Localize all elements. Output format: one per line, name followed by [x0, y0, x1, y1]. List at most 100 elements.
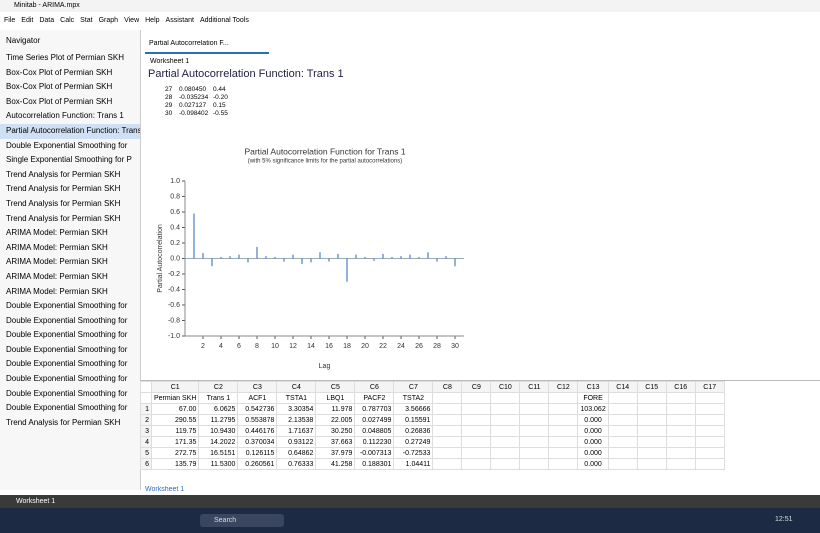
- menu-item[interactable]: Stat: [80, 17, 93, 24]
- x-tick-label: 16: [325, 343, 333, 350]
- pacf-bar: [310, 258, 312, 263]
- worksheet-cell: [607, 436, 638, 448]
- worksheet-cell: 2.13538: [276, 414, 317, 426]
- column-header: C16: [665, 381, 696, 393]
- navigator-item[interactable]: Double Exponential Smoothing for: [6, 403, 128, 413]
- column-name: Trans 1: [198, 392, 239, 404]
- navigator-item[interactable]: Double Exponential Smoothing for: [6, 388, 128, 398]
- worksheet-cell: [548, 447, 579, 459]
- pacf-bar: [202, 253, 204, 259]
- worksheet-cell: [548, 436, 579, 448]
- column-header: C10: [490, 381, 521, 393]
- worksheet-cell: 0.542736: [237, 403, 278, 415]
- worksheet-cell: [694, 414, 725, 426]
- menu-item[interactable]: Assistant: [165, 17, 194, 24]
- worksheet-cell: 10.9430: [198, 425, 239, 437]
- pacf-bar: [229, 256, 231, 259]
- y-tick-label: -1.0: [168, 333, 180, 340]
- navigator-item[interactable]: Double Exponential Smoothing for: [6, 374, 128, 384]
- x-tick-label: 26: [415, 343, 423, 350]
- window-title: Minitab - ARIMA.mpx: [14, 2, 80, 9]
- worksheet-cell: [548, 414, 579, 426]
- navigator-item[interactable]: Partial Autocorrelation Function: Trans …: [0, 123, 140, 139]
- menu-item[interactable]: Graph: [98, 17, 119, 24]
- output-cell: 30: [165, 110, 173, 117]
- worksheet-cell: [548, 425, 579, 437]
- navigator-item[interactable]: Trend Analysis for Permian SKH: [6, 213, 121, 223]
- menu-item[interactable]: Help: [145, 17, 160, 24]
- worksheet-cell: [432, 414, 463, 426]
- row-number: 3: [140, 425, 152, 437]
- worksheet-cell: [665, 403, 696, 415]
- worksheet-cell: [461, 403, 492, 415]
- navigator-item[interactable]: Box-Cox Plot of Permian SKH: [6, 82, 113, 92]
- navigator-item[interactable]: ARIMA Model: Permian SKH: [6, 242, 108, 252]
- worksheet-cell: [490, 425, 521, 437]
- navigator-item[interactable]: Double Exponential Smoothing for: [6, 330, 128, 340]
- pacf-bar: [337, 253, 339, 259]
- worksheet-cell: [432, 425, 463, 437]
- sheet-tab[interactable]: Worksheet 1: [145, 486, 185, 493]
- navigator-item[interactable]: Box-Cox Plot of Permian SKH: [6, 67, 113, 77]
- navigator-item[interactable]: Autocorrelation Function: Trans 1: [6, 111, 124, 121]
- menu-item[interactable]: File: [4, 17, 16, 24]
- pacf-bar: [346, 258, 348, 282]
- worksheet-cell: [519, 425, 550, 437]
- worksheet-cell: 0.188301: [354, 458, 395, 470]
- worksheet-cell: [607, 425, 638, 437]
- menu-item[interactable]: Edit: [21, 17, 34, 24]
- navigator-item[interactable]: Trend Analysis for Permian SKH: [6, 184, 121, 194]
- navigator-item[interactable]: Double Exponential Smoothing for: [6, 344, 128, 354]
- worksheet-cell: 103.062: [577, 403, 609, 415]
- pacf-bar: [409, 254, 411, 259]
- column-name: [432, 392, 463, 404]
- row-number: 1: [140, 403, 152, 415]
- worksheet-cell: 30.250: [315, 425, 356, 437]
- navigator-item[interactable]: ARIMA Model: Permian SKH: [6, 228, 108, 238]
- worksheet-cell: 0.76333: [276, 458, 317, 470]
- navigator-item[interactable]: Trend Analysis for Permian SKH: [6, 169, 121, 179]
- worksheet-cell: [490, 403, 521, 415]
- column-header: C17: [694, 381, 725, 393]
- column-header: C11: [519, 381, 550, 393]
- y-tick-label: -0.6: [168, 302, 180, 309]
- navigator-item[interactable]: Box-Cox Plot of Permian SKH: [6, 96, 113, 106]
- navigator-item[interactable]: Double Exponential Smoothing for: [6, 315, 128, 325]
- worksheet-cell: [461, 414, 492, 426]
- x-tick-label: 28: [433, 343, 441, 350]
- worksheet-cell: 0.000: [577, 414, 609, 426]
- navigator-item[interactable]: ARIMA Model: Permian SKH: [6, 271, 108, 281]
- worksheet-cell: [548, 403, 579, 415]
- worksheet-cell: [461, 458, 492, 470]
- menu-item[interactable]: Additional Tools: [199, 17, 249, 24]
- menu-item[interactable]: Calc: [60, 17, 75, 24]
- navigator-item[interactable]: Trend Analysis for Permian SKH: [6, 417, 121, 427]
- menu-bar: File Edit Data Calc Stat Graph View Help Assista…: [0, 14, 820, 28]
- output-tab[interactable]: Partial Autocorrelation F...: [145, 40, 269, 54]
- navigator-item[interactable]: Double Exponential Smoothing for: [6, 301, 128, 311]
- worksheet-cell: 0.370034: [237, 436, 278, 448]
- y-axis-label: Partial Autocorrelation: [157, 224, 164, 293]
- worksheet-cell: 0.000: [577, 425, 609, 437]
- navigator-item[interactable]: Single Exponential Smoothing for P: [6, 155, 132, 165]
- pacf-bar: [211, 258, 213, 267]
- output-table: 27 0.080450 0.44 28 -0.035234 -0.20 29 0.027127…: [165, 86, 247, 118]
- navigator-item[interactable]: Time Series Plot of Permian SKH: [6, 53, 124, 62]
- column-header: C4: [276, 381, 317, 393]
- navigator-item[interactable]: Double Exponential Smoothing for: [6, 359, 128, 369]
- menu-item[interactable]: View: [124, 17, 140, 24]
- chart-title: Partial Autocorrelation Function for Tra…: [244, 146, 405, 156]
- worksheet-cell: [665, 414, 696, 426]
- navigator-item[interactable]: Double Exponential Smoothing for: [6, 140, 128, 150]
- corner: [140, 381, 152, 393]
- worksheet-cell: [636, 425, 667, 437]
- pacf-bar: [220, 256, 222, 259]
- worksheet-cell: 290.55: [150, 414, 200, 426]
- column-name: [636, 392, 667, 404]
- navigator-item[interactable]: ARIMA Model: Permian SKH: [6, 257, 108, 267]
- menu-item[interactable]: Data: [39, 17, 55, 24]
- worksheet-cell: [694, 425, 725, 437]
- search-box[interactable]: Search: [200, 514, 284, 527]
- navigator-item[interactable]: Trend Analysis for Permian SKH: [6, 198, 121, 208]
- navigator-item[interactable]: ARIMA Model: Permian SKH: [6, 286, 108, 296]
